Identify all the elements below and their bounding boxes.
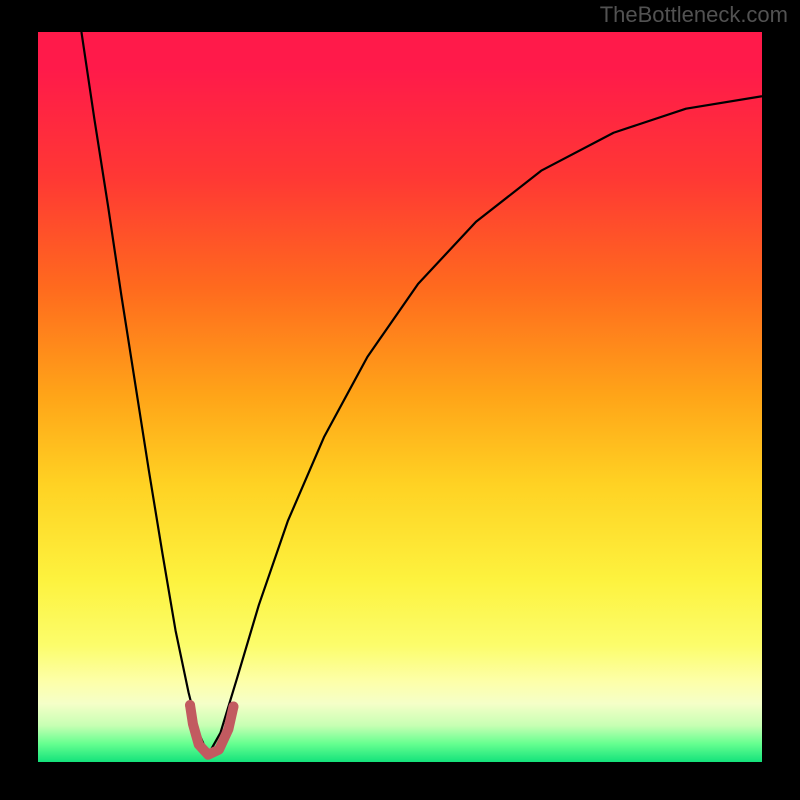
watermark-text: TheBottleneck.com: [600, 2, 788, 28]
plot-area: [38, 32, 762, 762]
chart-canvas: TheBottleneck.com: [0, 0, 800, 800]
gradient-background: [38, 32, 762, 762]
optimum-marker-dot: [228, 702, 238, 712]
optimum-marker-dot: [185, 700, 195, 710]
